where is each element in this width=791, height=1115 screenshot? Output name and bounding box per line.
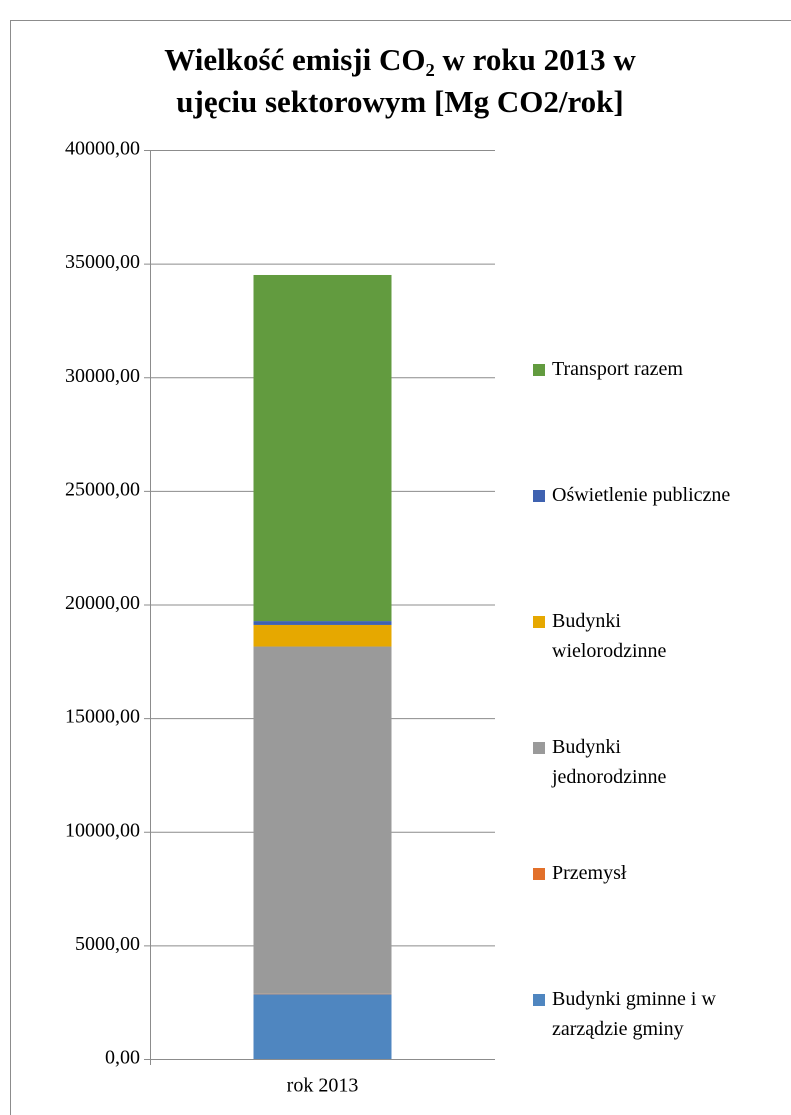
legend-marker <box>533 490 545 502</box>
bar-segment <box>253 994 392 1059</box>
bar-segment <box>253 624 392 647</box>
legend-marker <box>533 742 545 754</box>
legend-label: Przemysł <box>552 862 627 884</box>
legend-marker <box>533 364 545 376</box>
y-tick-label: 25000,00 <box>65 478 140 500</box>
bar-segment <box>253 274 392 622</box>
bar-segment <box>253 621 392 625</box>
legend-label: Budynki wielorodzinne <box>552 610 667 662</box>
x-tick-label: rok 2013 <box>287 1075 359 1097</box>
y-tick-label: 15000,00 <box>65 706 140 728</box>
legend-label: Oświetlenie publiczne <box>552 484 730 506</box>
y-tick-label: 35000,00 <box>65 251 140 273</box>
bar-segment <box>253 646 392 994</box>
chart-title: Wielkość emisji CO₂ w roku 2013 w ujęciu … <box>164 42 636 119</box>
legend-label: Budynki gminne i w zarządzie gminy <box>552 988 716 1040</box>
legend-marker <box>533 616 545 628</box>
y-tick-label: 0,00 <box>105 1047 140 1069</box>
legend-label: Transport razem <box>552 358 683 380</box>
chart-frame <box>10 20 791 1115</box>
legend-marker <box>533 868 545 880</box>
legend-label: Budynki jednorodzinne <box>551 736 667 788</box>
y-tick-label: 20000,00 <box>65 592 140 614</box>
y-tick-label: 10000,00 <box>65 819 140 841</box>
y-tick-label: 40000,00 <box>65 138 140 160</box>
legend-marker <box>533 994 545 1006</box>
y-tick-label: 5000,00 <box>75 933 140 955</box>
y-tick-label: 30000,00 <box>65 365 140 387</box>
